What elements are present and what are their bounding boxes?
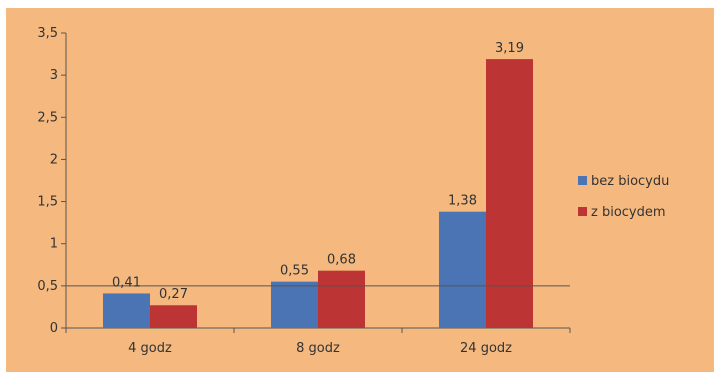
data-label: 0,68 (327, 253, 356, 268)
legend-swatch (578, 176, 587, 185)
bar (150, 305, 197, 328)
data-label: 1,38 (448, 194, 477, 209)
legend: bez biocydu z biocydem (578, 174, 669, 220)
y-tick-label: 2 (50, 152, 58, 167)
bars (103, 59, 533, 328)
legend-label: bez biocydu (591, 174, 669, 189)
y-tick-label: 0 (50, 321, 58, 336)
bar (103, 293, 150, 328)
bar (439, 211, 486, 328)
legend-swatch (578, 207, 587, 216)
bar (318, 270, 365, 328)
x-tick-label: 4 godz (128, 341, 172, 356)
y-tick-label: 1 (50, 237, 58, 252)
data-label: 3,19 (495, 41, 524, 56)
data-label: 0,41 (112, 275, 141, 290)
y-axis: 0 0,5 1 1,5 2 2,5 3 3,5 (37, 26, 67, 336)
x-axis: 4 godz 8 godz 24 godz (65, 327, 571, 356)
chart-background: 0 0,5 1 1,5 2 2,5 3 3,5 4 godz 8 godz 24 godz bez… (6, 8, 714, 372)
x-tick-label: 24 godz (460, 341, 512, 356)
data-label: 0,27 (159, 287, 188, 302)
y-tick-label: 1,5 (37, 195, 58, 210)
bar-chart: 0 0,5 1 1,5 2 2,5 3 3,5 4 godz 8 godz 24 godz bez… (37, 26, 669, 356)
data-label: 0,55 (280, 264, 309, 279)
y-tick-label: 2,5 (37, 110, 58, 125)
legend-label: z biocydem (591, 205, 666, 220)
y-tick-label: 3 (50, 68, 58, 83)
x-tick-label: 8 godz (296, 341, 340, 356)
bar (486, 59, 533, 328)
y-tick-label: 3,5 (37, 26, 58, 41)
y-tick-label: 0,5 (37, 279, 58, 294)
data-labels: 0,41 0,27 0,55 0,68 1,38 3,19 (112, 41, 524, 302)
bar (271, 281, 318, 328)
